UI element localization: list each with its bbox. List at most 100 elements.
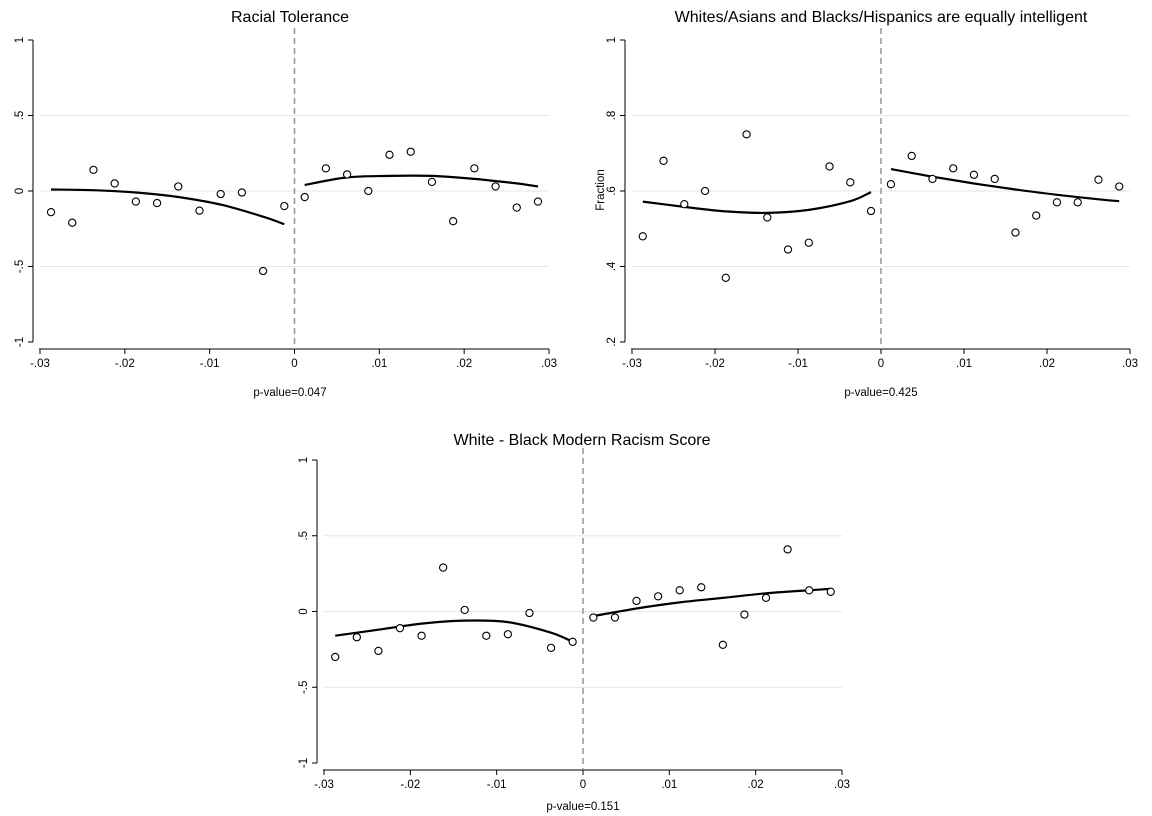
data-point bbox=[331, 652, 340, 662]
data-point bbox=[216, 189, 225, 199]
data-point bbox=[300, 192, 309, 202]
y-tick-label: 0 bbox=[14, 188, 26, 194]
fit-curve-left bbox=[50, 188, 285, 226]
x-tick-label: -.02 bbox=[705, 358, 725, 370]
data-point bbox=[174, 182, 183, 191]
chart-title: Whites/Asians and Blacks/Hispanics are e… bbox=[675, 9, 1088, 26]
y-tick-label: -1 bbox=[14, 337, 26, 347]
plot-area: -.03 -.02 -.01 0 .01 .02 .03 .2 .4 .6 .8 1 bbox=[606, 28, 1138, 370]
fit-curve-right bbox=[890, 168, 1120, 203]
data-point bbox=[1011, 228, 1020, 237]
data-point bbox=[721, 273, 730, 282]
data-point bbox=[700, 186, 710, 196]
data-point bbox=[533, 197, 543, 206]
data-point bbox=[342, 170, 352, 179]
data-point bbox=[195, 206, 204, 215]
data-point bbox=[589, 613, 598, 622]
plot-area: -.03 -.02 -.01 0 .01 .02 .03 -1 -.5 0 .5 1 bbox=[14, 28, 557, 370]
y-axis-title: Fraction bbox=[595, 169, 607, 211]
data-point bbox=[152, 198, 162, 208]
data-point bbox=[427, 177, 437, 187]
x-tick-label: -.03 bbox=[314, 779, 334, 791]
chart-title: White - Black Modern Racism Score bbox=[454, 432, 711, 449]
data-point bbox=[385, 150, 394, 159]
data-point bbox=[826, 587, 835, 596]
x-tick-label: .03 bbox=[541, 358, 557, 370]
data-point bbox=[680, 200, 689, 209]
data-point bbox=[718, 640, 728, 649]
data-point bbox=[89, 165, 98, 175]
chart-equally-intelligent: Whites/Asians and Blacks/Hispanics are e… bbox=[595, 9, 1138, 399]
data-point bbox=[928, 174, 937, 184]
data-point bbox=[638, 232, 647, 241]
data-point bbox=[804, 238, 813, 247]
y-tick-label: .5 bbox=[298, 531, 310, 541]
fit-curve-right bbox=[304, 174, 539, 188]
x-tick-label: .02 bbox=[748, 779, 764, 791]
data-point bbox=[659, 156, 668, 165]
y-tick-label: 1 bbox=[298, 457, 310, 463]
data-point bbox=[321, 164, 331, 173]
data-point bbox=[280, 201, 289, 211]
data-point bbox=[610, 613, 620, 622]
data-point bbox=[763, 213, 772, 222]
data-point bbox=[525, 608, 534, 618]
p-value-note: p-value=0.047 bbox=[253, 387, 326, 399]
data-point bbox=[949, 164, 958, 173]
data-point bbox=[886, 180, 896, 189]
data-point bbox=[438, 563, 448, 572]
plot-area: -.03 -.02 -.01 0 .01 .02 .03 -1 -.5 0 .5 1 bbox=[298, 448, 850, 791]
fit-curve-left bbox=[642, 191, 872, 215]
x-tick-label: .03 bbox=[834, 779, 850, 791]
y-tick-label: .6 bbox=[606, 186, 618, 196]
data-point bbox=[546, 643, 556, 653]
y-tick-label: .8 bbox=[606, 111, 618, 121]
data-point bbox=[258, 266, 268, 276]
data-point bbox=[675, 586, 684, 595]
data-point bbox=[512, 203, 521, 212]
data-point bbox=[68, 218, 77, 227]
x-tick-label: 0 bbox=[580, 779, 586, 791]
data-point bbox=[783, 245, 793, 254]
y-tick-label: .4 bbox=[606, 261, 618, 271]
y-tick-label: .5 bbox=[14, 111, 26, 121]
data-point bbox=[907, 151, 916, 161]
x-tick-label: 0 bbox=[878, 358, 884, 370]
data-point bbox=[697, 583, 706, 592]
fit-curve-left bbox=[335, 619, 574, 643]
x-tick-label: .02 bbox=[456, 358, 472, 370]
data-point bbox=[470, 164, 479, 173]
data-point bbox=[825, 162, 834, 171]
data-point bbox=[131, 197, 141, 206]
data-point bbox=[352, 633, 361, 642]
x-tick-label: .02 bbox=[1039, 358, 1055, 370]
p-value-note: p-value=0.151 bbox=[546, 801, 619, 813]
y-tick-label: 0 bbox=[298, 608, 310, 614]
data-point bbox=[417, 631, 426, 640]
data-point bbox=[990, 174, 999, 184]
data-point bbox=[742, 130, 751, 139]
x-tick-label: .01 bbox=[661, 779, 677, 791]
data-point bbox=[406, 147, 415, 156]
data-point bbox=[969, 170, 979, 179]
y-tick-label: .2 bbox=[606, 337, 618, 347]
data-point bbox=[568, 637, 577, 646]
chart-modern-racism-score: White - Black Modern Racism Score -.03 -.… bbox=[298, 432, 850, 813]
data-point bbox=[653, 592, 663, 601]
data-point bbox=[783, 545, 792, 554]
data-point bbox=[632, 596, 641, 606]
y-tick-label: -.5 bbox=[298, 681, 310, 694]
data-point bbox=[110, 179, 119, 188]
data-point bbox=[395, 624, 405, 633]
data-point bbox=[503, 630, 513, 639]
y-tick-label: -1 bbox=[298, 758, 310, 768]
data-point bbox=[460, 605, 469, 615]
data-point bbox=[448, 217, 458, 226]
chart-title: Racial Tolerance bbox=[231, 9, 349, 26]
y-tick-label: 1 bbox=[606, 37, 618, 43]
data-point bbox=[1032, 211, 1041, 220]
chart-racial-tolerance: Racial Tolerance -.03 -.02 -.01 0.01.02.03-… bbox=[14, 9, 557, 399]
x-tick-label: -.02 bbox=[115, 358, 135, 370]
y-tick-label: -.5 bbox=[14, 260, 26, 273]
